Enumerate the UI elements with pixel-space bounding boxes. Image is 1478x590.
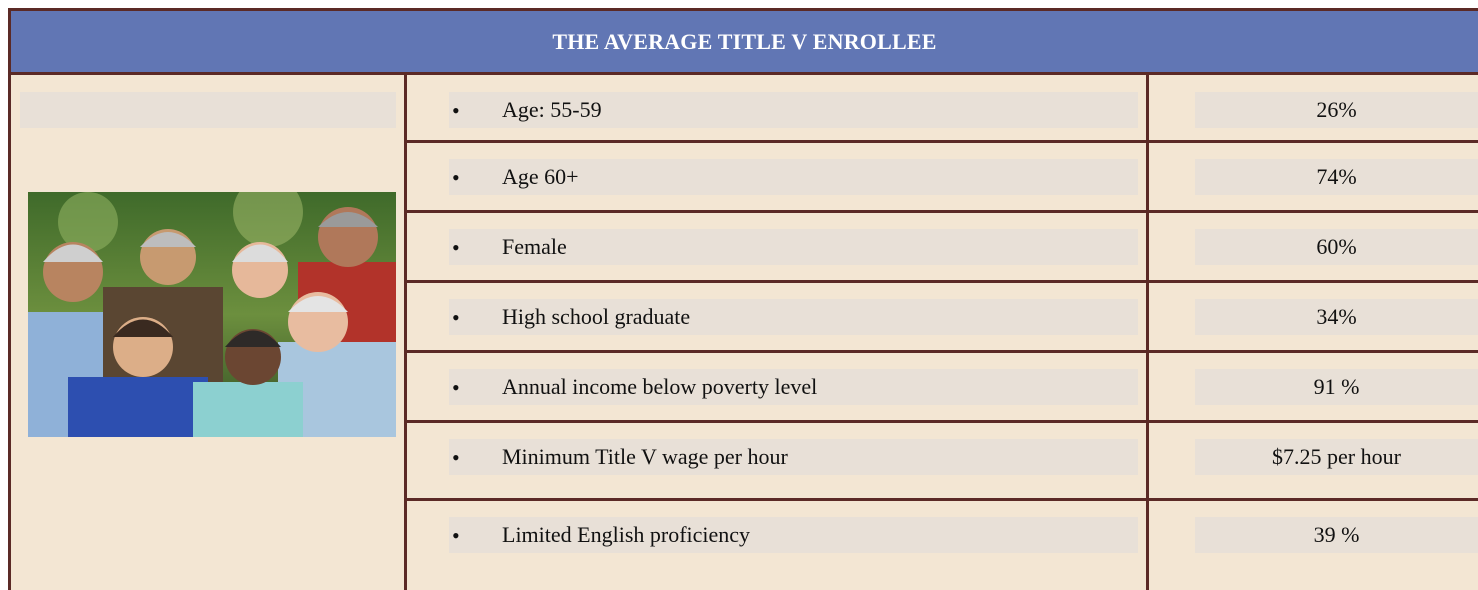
bullet: • xyxy=(452,305,460,330)
label-shading xyxy=(449,439,1138,475)
value-shading xyxy=(1195,439,1478,475)
row-value: 26% xyxy=(1316,97,1357,122)
label-shading xyxy=(449,517,1138,553)
row-value: 91 % xyxy=(1313,374,1360,399)
left-border xyxy=(8,8,11,590)
column-divider xyxy=(1146,72,1149,590)
bullet: • xyxy=(452,375,460,400)
value-shading xyxy=(1195,229,1478,265)
column-divider xyxy=(404,72,407,590)
label-shading xyxy=(449,369,1138,405)
empty-shading xyxy=(20,92,396,128)
label-shading xyxy=(449,159,1138,195)
row-divider xyxy=(404,280,1478,283)
row-divider xyxy=(404,350,1478,353)
top-border xyxy=(8,8,1478,11)
value-shading xyxy=(1195,92,1478,128)
label-shading xyxy=(449,299,1138,335)
bullet: • xyxy=(452,235,460,260)
value-shading xyxy=(1195,517,1478,553)
row-divider xyxy=(404,498,1478,501)
row-divider xyxy=(404,210,1478,213)
label-shading xyxy=(449,229,1138,265)
value-shading xyxy=(1195,299,1478,335)
row-value: 60% xyxy=(1316,234,1357,259)
bullet: • xyxy=(452,523,460,548)
row-value: 39 % xyxy=(1313,522,1360,547)
row-label: Female xyxy=(502,234,567,259)
row-label: Minimum Title V wage per hour xyxy=(502,444,788,469)
row-label: Age 60+ xyxy=(502,164,579,189)
header-border xyxy=(8,72,1478,75)
row-label: Limited English proficiency xyxy=(502,522,751,547)
row-value: 74% xyxy=(1316,164,1357,189)
bullet: • xyxy=(452,98,460,123)
row-divider xyxy=(404,140,1478,143)
label-shading xyxy=(449,92,1138,128)
row-value: 34% xyxy=(1316,304,1357,329)
row-value: $7.25 per hour xyxy=(1272,444,1401,469)
bullet: • xyxy=(452,165,460,190)
header: THE AVERAGE TITLE V ENROLLEE xyxy=(11,11,1478,72)
row-label: Age: 55-59 xyxy=(502,97,602,122)
row-label: Annual income below poverty level xyxy=(502,374,818,399)
value-shading xyxy=(1195,159,1478,195)
row-divider xyxy=(404,420,1478,423)
bullet: • xyxy=(452,445,460,470)
photo xyxy=(28,192,396,437)
row-label: High school graduate xyxy=(502,304,691,329)
value-shading xyxy=(1195,369,1478,405)
